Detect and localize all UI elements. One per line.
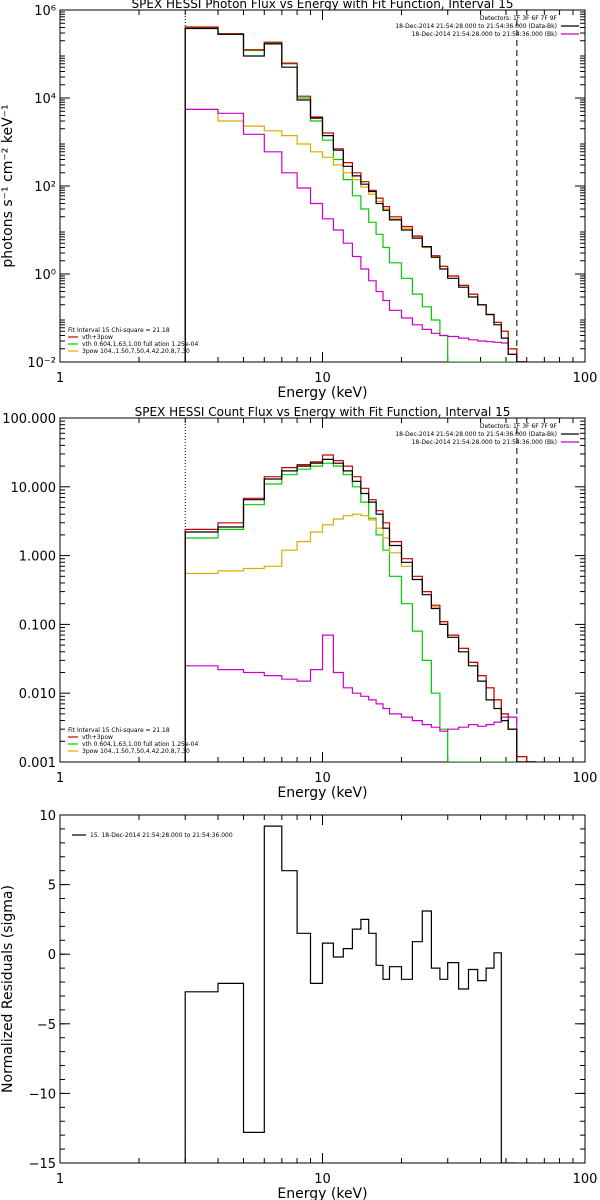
y-tick-label: 10⁰ — [34, 268, 56, 283]
y-tick-label: 1.000 — [19, 550, 56, 565]
x-tick-label: 10 — [314, 771, 331, 786]
y-tick-label: 10⁶ — [34, 4, 56, 19]
legend-entry: vth 0.604,1.63,1.00 full ation 1.25e-04 — [82, 741, 198, 748]
series-data-line — [184, 27, 527, 362]
y-tick-label: 10⁻² — [27, 356, 56, 371]
series-data-line — [184, 458, 536, 762]
x-tick-label: 100 — [573, 1172, 598, 1187]
x-tick-label: 100 — [573, 771, 598, 786]
x-tick-label: 1 — [56, 371, 64, 386]
header-entry: 18-Dec-2014 21:54:28.000 to 21:54:36.000… — [412, 31, 557, 38]
legend-entry: Fit Interval 15 Chi-square = 21.18 — [68, 327, 170, 334]
y-tick-label: 10² — [34, 180, 56, 195]
y-tick-label: −15 — [29, 1157, 56, 1172]
series-thermal-line — [184, 462, 536, 762]
chart-3: 1 10 100 Energy (keV) −15 −10 −5 0 5 10 Normalized… — [0, 809, 597, 1200]
series-background-line — [184, 108, 527, 362]
x-axis-label: Energy (keV) — [277, 1186, 367, 1200]
x-tick-label: 10 — [314, 371, 331, 386]
chart-title: SPEX HESSI Count Flux vs Energy with Fit… — [135, 405, 511, 419]
x-axis-label: Energy (keV) — [277, 385, 367, 401]
y-tick-label: 10 — [39, 809, 56, 824]
y-tick-label: −5 — [37, 1018, 56, 1033]
series-group — [184, 454, 536, 762]
plot-frame — [59, 814, 586, 1164]
x-tick-label: 1 — [56, 771, 64, 786]
legend-entry: vth 0.604,1.63,1.00 full ation 1.25e-04 — [82, 341, 198, 348]
plot-frame — [59, 417, 586, 763]
x-tick-label: 10 — [314, 1172, 331, 1187]
y-axis-label: Normalized Residuals (sigma) — [0, 885, 16, 1093]
header-entry: 18-Dec-2014 21:54:28.000 to 21:54:36.000… — [395, 23, 557, 30]
plot-frame — [59, 9, 586, 363]
series-power-line — [184, 513, 536, 762]
chart-title: SPEX HESSI Photon Flux vs Energy with Fi… — [132, 0, 514, 11]
legend-entry: vth+3pow — [82, 334, 113, 341]
legend-entry: 3pow 104.,1.50,7.50,4.42,20.8,7.30 — [82, 748, 190, 755]
header-entry: Detectors: 1F 3F 6F 7F 9F — [480, 423, 558, 430]
header-entry: 18-Dec-2014 21:54:28.000 to 21:54:36.000… — [412, 439, 557, 446]
header-entry: Detectors: 1F 3F 6F 7F 9F — [480, 15, 558, 22]
header-entry: 18-Dec-2014 21:54:28.000 to 21:54:36.000… — [395, 431, 557, 438]
series-power-line — [184, 108, 527, 362]
y-tick-label: 10.000 — [11, 481, 57, 496]
x-tick-label: 1 — [56, 1172, 64, 1187]
series-background-line — [184, 634, 536, 762]
y-tick-label: 0.001 — [19, 756, 56, 771]
series-group — [184, 825, 517, 1163]
y-tick-label: 10⁴ — [34, 92, 56, 107]
chart-2: SPEX HESSI Count Flux vs Energy with Fit… — [2, 405, 597, 801]
series-group — [184, 26, 527, 362]
series-total-line — [184, 26, 527, 362]
legend-entry: Fit Interval 15 Chi-square = 21.18 — [68, 727, 170, 734]
y-tick-label: 0.010 — [19, 687, 56, 702]
x-axis-label: Energy (keV) — [277, 785, 367, 801]
legend-entry: vth+3pow — [82, 734, 113, 741]
series-thermal-line — [184, 26, 527, 362]
y-tick-label: 100.000 — [2, 412, 56, 427]
series-data-line — [184, 825, 517, 1163]
y-tick-label: 5 — [48, 879, 56, 894]
chart-1: SPEX HESSI Photon Flux vs Energy with Fi… — [0, 0, 597, 401]
y-tick-label: 0.100 — [19, 618, 56, 633]
y-tick-label: −10 — [29, 1087, 56, 1102]
x-tick-label: 100 — [573, 371, 598, 386]
y-axis-label: photons s⁻¹ cm⁻² keV⁻¹ — [0, 104, 16, 267]
y-tick-label: 0 — [48, 948, 56, 963]
legend-entry: 15. 18-Dec-2014 21:54:28.000 to 21:54:36… — [90, 832, 233, 839]
legend-entry: 3pow 104.,1.50,7.50,4.42,20.8,7.30 — [82, 348, 190, 355]
